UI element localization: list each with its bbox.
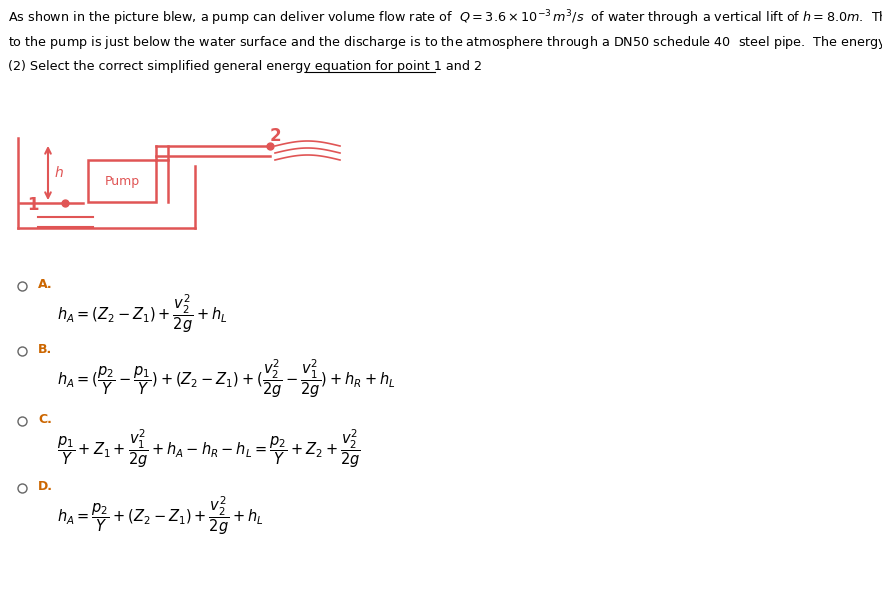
Text: h: h xyxy=(55,166,64,180)
Text: (2) Select the correct simplified general energy equation for point 1 and 2: (2) Select the correct simplified genera… xyxy=(8,60,482,73)
Text: Pump: Pump xyxy=(104,174,139,188)
Text: $h_A=\dfrac{p_2}{Y}+(Z_2-Z_1)+\dfrac{v_2^2}{2g}+h_L$: $h_A=\dfrac{p_2}{Y}+(Z_2-Z_1)+\dfrac{v_2… xyxy=(57,494,264,537)
Text: $h_A=(\dfrac{p_2}{Y}-\dfrac{p_1}{Y})+(Z_2-Z_1)+(\dfrac{v_2^2}{2g}-\dfrac{v_1^2}{: $h_A=(\dfrac{p_2}{Y}-\dfrac{p_1}{Y})+(Z_… xyxy=(57,357,396,400)
Text: As shown in the picture blew, a pump can deliver volume flow rate of  $Q = 3.6 \: As shown in the picture blew, a pump can… xyxy=(8,8,882,27)
Text: C.: C. xyxy=(38,413,52,426)
Bar xyxy=(88,160,156,202)
Text: $h_A=(Z_2-Z_1)+\dfrac{v_2^2}{2g}+h_L$: $h_A=(Z_2-Z_1)+\dfrac{v_2^2}{2g}+h_L$ xyxy=(57,292,228,334)
Text: $\dfrac{p_1}{Y}+Z_1+\dfrac{v_1^2}{2g}+h_A-h_R-h_L=\dfrac{p_2}{Y}+Z_2+\dfrac{v_2^: $\dfrac{p_1}{Y}+Z_1+\dfrac{v_1^2}{2g}+h_… xyxy=(57,427,361,470)
Text: 2: 2 xyxy=(269,127,280,145)
Text: B.: B. xyxy=(38,343,52,356)
Text: to the pump is just below the water surface and the discharge is to the atmosphe: to the pump is just below the water surf… xyxy=(8,34,882,51)
Text: 1: 1 xyxy=(27,196,39,214)
Text: A.: A. xyxy=(38,278,53,291)
Text: D.: D. xyxy=(38,480,53,493)
